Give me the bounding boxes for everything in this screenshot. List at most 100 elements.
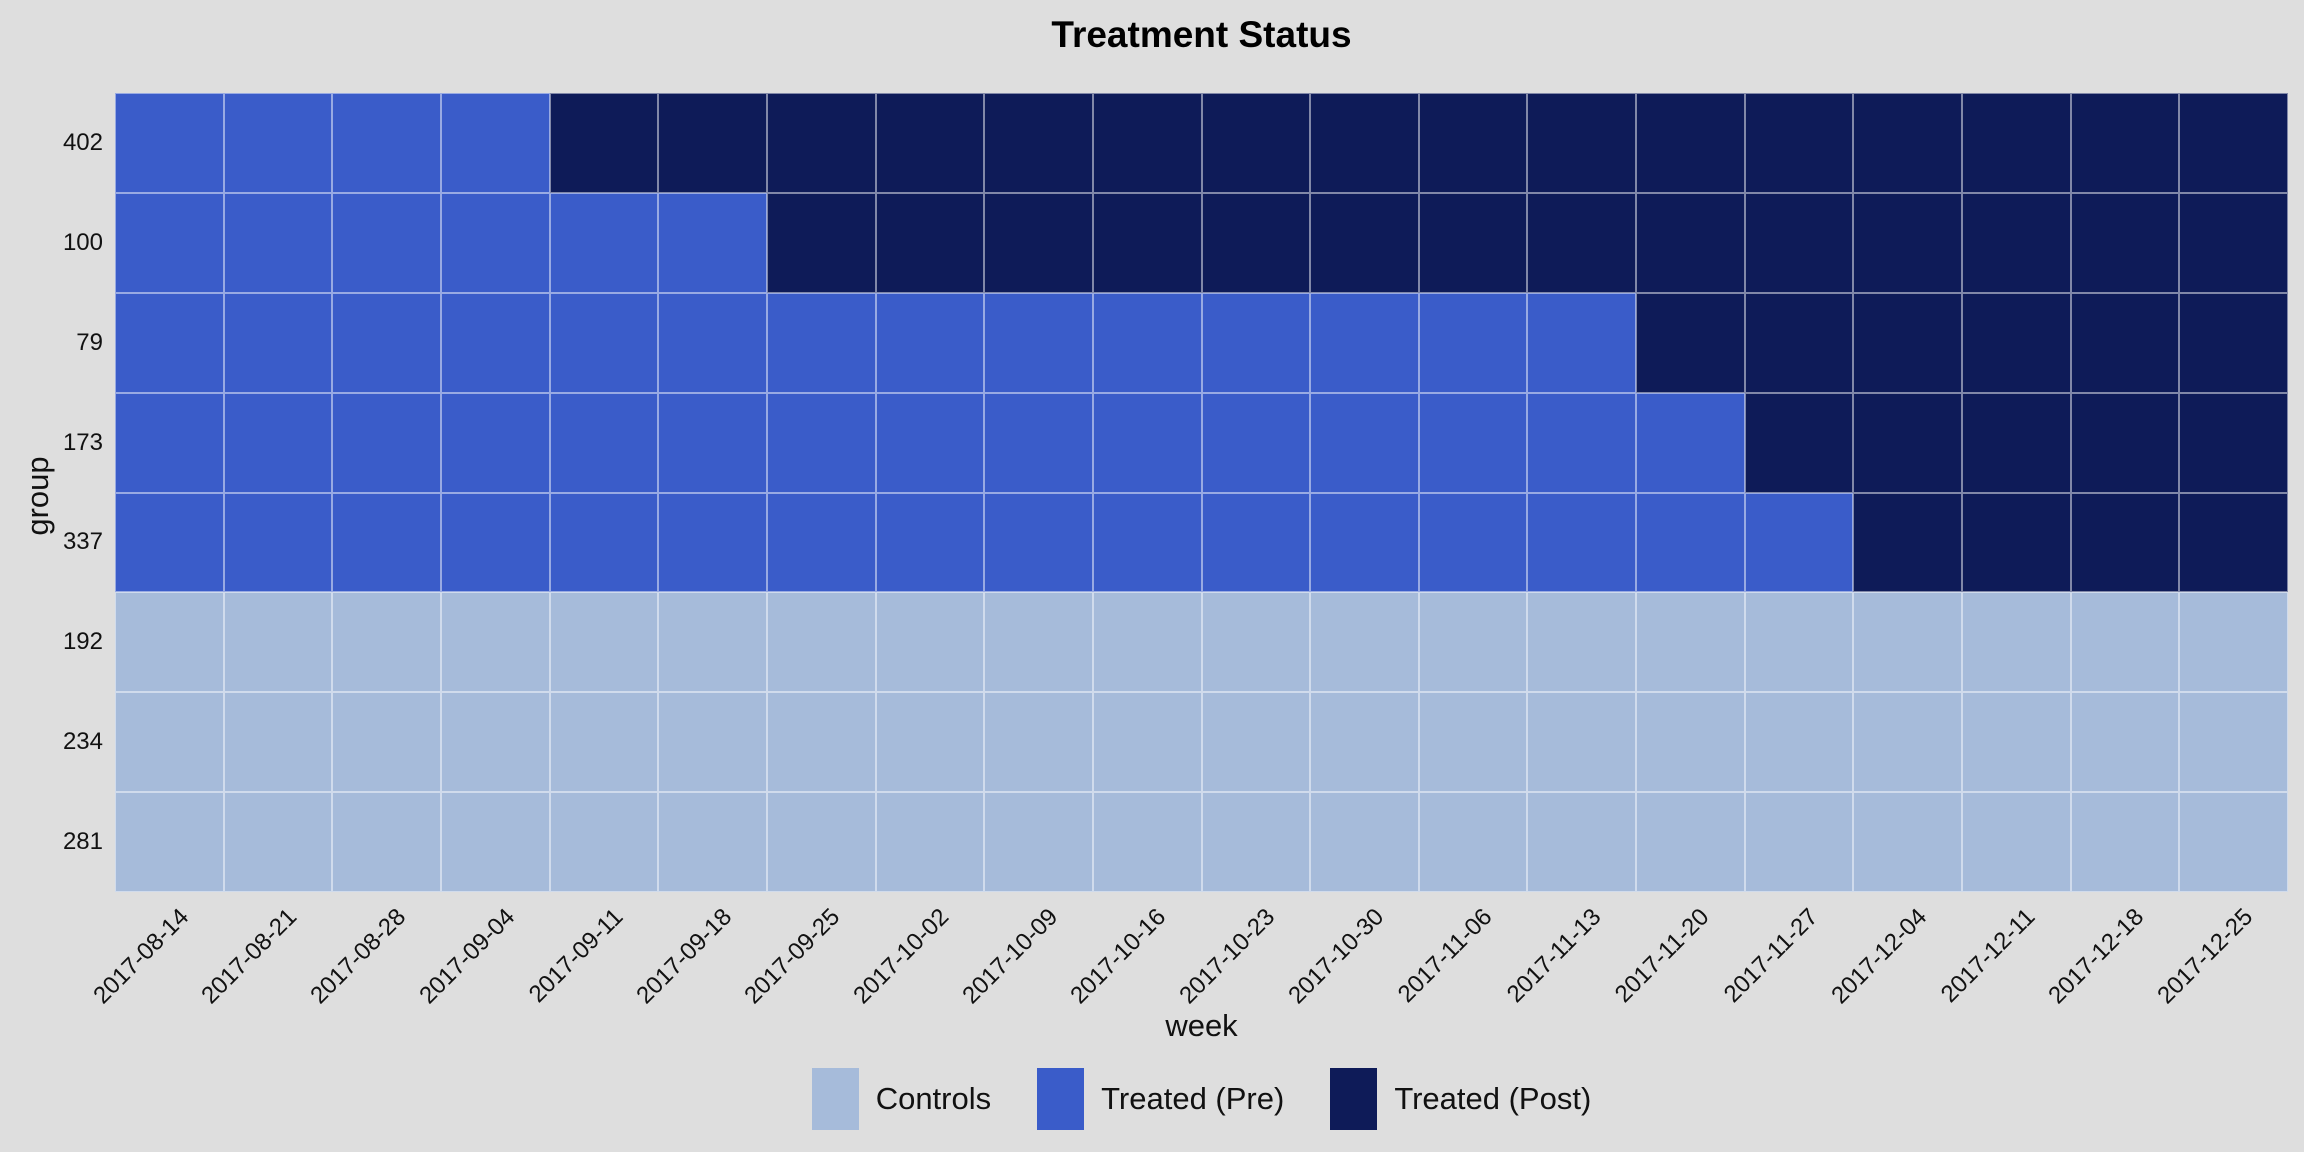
heatmap-cell <box>984 692 1093 793</box>
heatmap-cell <box>766 792 876 892</box>
heatmap-cell <box>1201 292 1311 393</box>
y-tick-label: 100 <box>62 228 103 256</box>
heatmap-cell <box>549 692 659 793</box>
heatmap-cell <box>658 292 767 393</box>
heatmap-cell <box>1201 792 1311 892</box>
legend: Controls Treated (Pre) Treated (Post) <box>115 1068 2288 1130</box>
heatmap-cell <box>549 592 659 693</box>
heatmap-cell <box>984 392 1093 493</box>
heatmap-cell <box>2070 692 2180 793</box>
heatmap-cell <box>875 792 985 892</box>
y-axis-title: group <box>20 456 55 536</box>
heatmap-cell <box>223 692 333 793</box>
heatmap-cell <box>658 192 767 293</box>
heatmap-cell <box>1636 93 1745 193</box>
heatmap-cell <box>658 792 767 892</box>
heatmap-cell <box>1962 592 2071 693</box>
x-tick-label: 2017-12-04 <box>1826 903 1933 1010</box>
heatmap-cell <box>2179 592 2288 693</box>
heatmap-cell <box>1310 292 1419 393</box>
heatmap-cell <box>1636 292 1745 393</box>
heatmap-cell <box>332 292 441 393</box>
heatmap-cell <box>1744 492 1854 593</box>
heatmap-cell <box>2070 192 2180 293</box>
heatmap-cell <box>1418 792 1528 892</box>
heatmap-cell <box>115 592 224 693</box>
heatmap-cell <box>549 392 659 493</box>
heatmap-cell <box>875 392 985 493</box>
heatmap-cell <box>223 792 333 892</box>
heatmap-cell <box>1201 392 1311 493</box>
heatmap-cell <box>1092 592 1202 693</box>
heatmap-cell <box>875 692 985 793</box>
heatmap-cell <box>1744 792 1854 892</box>
heatmap-cell <box>549 292 659 393</box>
heatmap-cell <box>332 392 441 493</box>
heatmap-cell <box>984 93 1093 193</box>
heatmap-cell <box>1092 492 1202 593</box>
heatmap-cell <box>1418 292 1528 393</box>
x-tick-label: 2017-10-16 <box>1065 903 1172 1010</box>
chart-title: Treatment Status <box>1051 14 1352 55</box>
x-tick-label: 2017-12-18 <box>2043 903 2150 1010</box>
x-tick-label: 2017-11-27 <box>1718 903 1824 1008</box>
heatmap-cell <box>1201 93 1311 193</box>
x-tick-label: 2017-10-09 <box>957 903 1063 1010</box>
heatmap-cell <box>1744 292 1854 393</box>
x-tick-label: 2017-08-21 <box>196 903 303 1010</box>
heatmap-cell <box>2070 392 2180 493</box>
heatmap-cell <box>223 592 333 693</box>
heatmap-cell <box>1744 93 1854 193</box>
heatmap-cell <box>1853 292 1963 393</box>
heatmap-cell <box>1636 792 1745 892</box>
heatmap-cell <box>115 492 224 593</box>
y-tick-label: 79 <box>76 328 103 356</box>
heatmap-cell <box>1092 692 1202 793</box>
heatmap-cell <box>115 792 224 892</box>
x-tick-label: 2017-08-14 <box>87 903 194 1010</box>
legend-label: Treated (Pre) <box>1101 1081 1285 1116</box>
heatmap-cell <box>1962 492 2071 593</box>
heatmap-cell <box>2070 592 2180 693</box>
heatmap-cell <box>2179 93 2288 193</box>
heatmap-cell <box>115 292 224 393</box>
heatmap-cell <box>1853 792 1963 892</box>
heatmap-cell <box>1201 192 1311 293</box>
heatmap-cell <box>115 93 224 193</box>
legend-item: Treated (Post) <box>1330 1068 1591 1130</box>
heatmap-cell <box>1962 292 2071 393</box>
y-tick-label: 281 <box>62 828 103 856</box>
heatmap-cell <box>766 592 876 693</box>
heatmap-cell <box>1636 492 1745 593</box>
heatmap-cell <box>440 192 550 293</box>
heatmap-cell <box>1418 192 1528 293</box>
heatmap-cell <box>440 292 550 393</box>
heatmap-cell <box>332 592 441 693</box>
x-tick-label: 2017-11-20 <box>1610 903 1715 1008</box>
heatmap-cell <box>440 792 550 892</box>
heatmap-cell <box>1092 392 1202 493</box>
x-tick-label: 2017-09-25 <box>739 903 846 1010</box>
heatmap-cell <box>1962 392 2071 493</box>
heatmap-cell <box>440 692 550 793</box>
heatmap-cell <box>984 592 1093 693</box>
heatmap-cell <box>1310 492 1419 593</box>
heatmap-cell <box>1744 592 1854 693</box>
heatmap-cell <box>549 192 659 293</box>
heatmap-cell <box>1201 492 1311 593</box>
x-tick-label: 2017-08-28 <box>305 903 412 1010</box>
heatmap-cell <box>1636 192 1745 293</box>
heatmap-cell <box>1092 792 1202 892</box>
heatmap-cell <box>1527 492 1637 593</box>
heatmap-cell <box>2179 792 2288 892</box>
heatmap-cell <box>658 692 767 793</box>
x-tick-label: 2017-12-11 <box>1936 903 2041 1008</box>
heatmap-cell <box>1310 192 1419 293</box>
heatmap-cell <box>1527 592 1637 693</box>
heatmap-cell <box>1527 192 1637 293</box>
y-tick-label: 402 <box>62 128 103 156</box>
heatmap-cell <box>1418 93 1528 193</box>
heatmap-cell <box>1853 93 1963 193</box>
heatmap-cell <box>332 692 441 793</box>
